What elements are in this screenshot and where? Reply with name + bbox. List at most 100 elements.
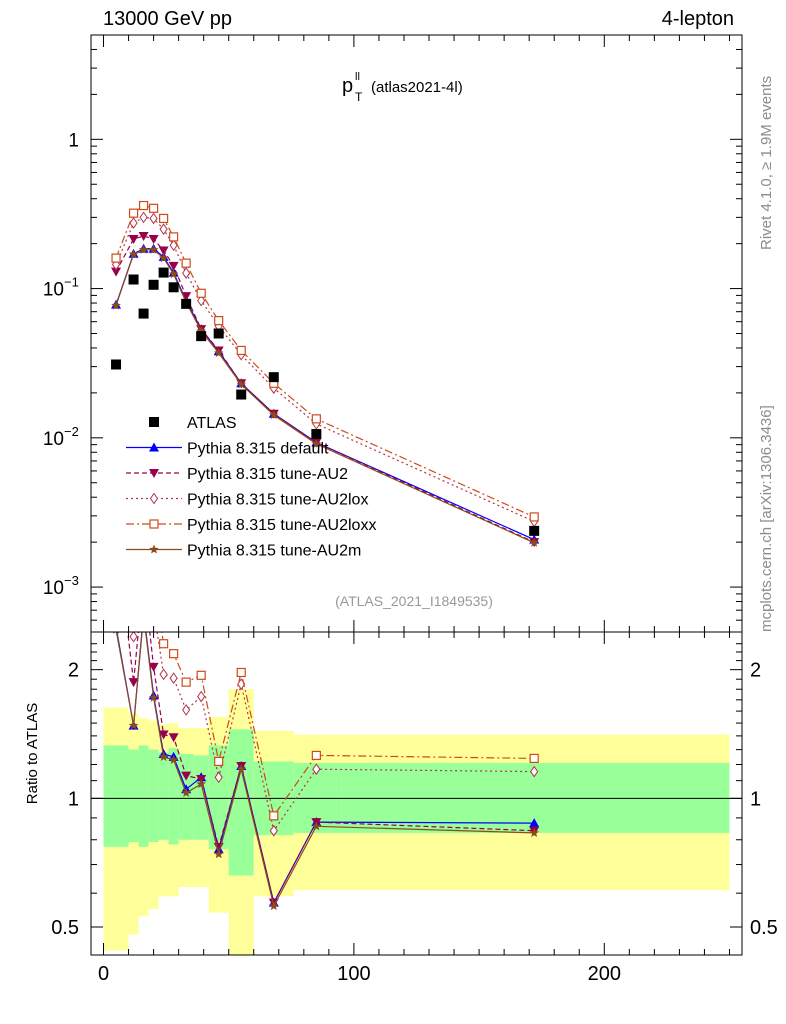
ratio-series-au2loxx	[130, 485, 539, 821]
main-y-tick-label: 10	[43, 429, 64, 450]
ratio-point-au2lox	[530, 765, 539, 778]
ratio-point-au2	[111, 528, 121, 537]
legend-entry	[126, 544, 182, 554]
legend-label: Pythia 8.315 tune-AU2	[187, 466, 348, 483]
ratio-point-au2m	[168, 754, 179, 764]
legend-label: Pythia 8.315 default	[187, 441, 329, 458]
ratio-y-tick-label-left: 2	[68, 660, 79, 682]
ratio-point-au2m	[311, 821, 322, 831]
main-series-atlas	[111, 267, 540, 536]
legend-entry	[126, 442, 182, 452]
ratio-point-au2lox	[214, 771, 223, 784]
ratio-point-au2loxx	[140, 485, 148, 493]
ratio-point-au2m	[529, 827, 539, 837]
ratio-point-au2loxx	[269, 811, 279, 821]
uncertainty-band-inner	[158, 752, 169, 840]
ratio-point-au2	[139, 572, 149, 581]
ratio-point-au2loxx	[169, 649, 179, 659]
legend-marker-au2loxx	[149, 519, 159, 529]
collision-energy-label: 13000 GeV pp	[103, 8, 232, 30]
uncertainty-band-inner	[178, 753, 194, 840]
main-point-au2m	[213, 348, 224, 358]
ratio-y-axis-title: Ratio to ATLAS	[24, 703, 41, 804]
main-y-tick-label: 1	[68, 130, 79, 151]
main-y-tick-exponent: −2	[64, 424, 79, 439]
main-point-au2loxx	[159, 213, 169, 224]
ratio-point-au2lox	[269, 824, 278, 837]
main-point-au2loxx	[128, 208, 139, 218]
ratio-point-au2lox	[159, 668, 168, 681]
atlas-data-point	[168, 282, 179, 293]
process-label: 4-lepton	[661, 8, 734, 30]
analysis-watermark: (ATLAS_2021_I1849535)	[335, 593, 493, 609]
ratio-x-tick-label: 200	[588, 963, 621, 985]
uncertainty-band-inner	[208, 745, 229, 850]
ratio-point-au2loxx	[236, 667, 246, 678]
main-point-au2	[158, 246, 169, 256]
main-point-au2loxx	[169, 232, 179, 242]
main-point-au2loxx	[111, 253, 121, 263]
ratio-point-au2	[128, 678, 139, 688]
main-point-au2m	[529, 537, 539, 547]
main-y-tick-exponent: −1	[64, 275, 79, 290]
main-point-au2lox	[129, 217, 138, 229]
ratio-point-au2loxx	[150, 576, 158, 584]
main-point-au2	[148, 234, 159, 244]
main-point-au2m	[311, 438, 322, 448]
legend-label: Pythia 8.315 tune-AU2m	[187, 543, 361, 560]
legend-entry	[149, 417, 159, 427]
atlas-data-point	[128, 274, 139, 285]
ratio-point-au2loxx	[130, 605, 138, 613]
ratio-point-au2m	[181, 787, 191, 797]
main-point-au2m	[138, 244, 149, 254]
main-y-tick-label: 10	[43, 578, 64, 599]
legend-atlas-marker	[149, 417, 159, 427]
main-point-au2m	[158, 253, 169, 263]
legend-marker-au2lox	[149, 492, 159, 505]
atlas-data-point	[158, 267, 169, 278]
atlas-data-point	[111, 359, 122, 370]
plot-title-subscript: T	[355, 90, 363, 104]
legend-marker-default	[149, 442, 159, 452]
legend-entry	[126, 492, 182, 505]
main-point-au2m	[168, 269, 179, 279]
main-point-au2lox	[149, 212, 158, 225]
ratio-point-au2lox	[197, 690, 206, 703]
main-point-au2loxx	[236, 345, 246, 356]
ratio-point-default	[529, 818, 540, 828]
legend-marker-au2m	[149, 544, 159, 554]
main-point-au2m	[269, 410, 279, 420]
ratio-x-tick-label: 0	[98, 963, 109, 985]
ratio-point-au2lox	[140, 518, 147, 528]
uncertainty-band-inner	[168, 748, 179, 845]
ratio-point-default	[111, 622, 121, 631]
main-y-tick-label: 10	[43, 280, 64, 301]
main-y-tick-exponent: −3	[64, 573, 79, 588]
atlas-data-point	[213, 328, 224, 339]
ratio-point-au2	[148, 662, 159, 672]
ratio-point-au2m	[213, 849, 224, 859]
ratio-point-au2lox	[312, 763, 321, 776]
ratio-point-au2loxx	[214, 756, 224, 767]
ratio-point-au2m	[269, 901, 279, 910]
main-point-au2loxx	[529, 512, 539, 522]
ratio-series-au2m	[113, 632, 539, 910]
atlas-data-point	[138, 308, 149, 319]
atlas-data-point	[311, 429, 322, 440]
ratio-point-au2m	[148, 692, 159, 702]
main-point-au2loxx	[138, 200, 149, 211]
ratio-point-au2lox	[150, 604, 157, 614]
plot-title-p: p	[342, 75, 353, 97]
main-point-au2m	[128, 249, 139, 259]
main-point-au2	[181, 292, 192, 302]
main-point-au2m	[148, 244, 159, 254]
ratio-x-tick-label: 100	[337, 963, 370, 985]
ratio-point-au2lox	[169, 672, 178, 685]
ratio-point-au2	[168, 733, 179, 743]
legend-label: Pythia 8.315 tune-AU2loxx	[187, 517, 376, 534]
ratio-point-au2m	[128, 720, 139, 730]
atlas-data-point	[196, 331, 207, 342]
atlas-data-point	[529, 525, 540, 536]
ratio-point-au2	[181, 771, 192, 781]
